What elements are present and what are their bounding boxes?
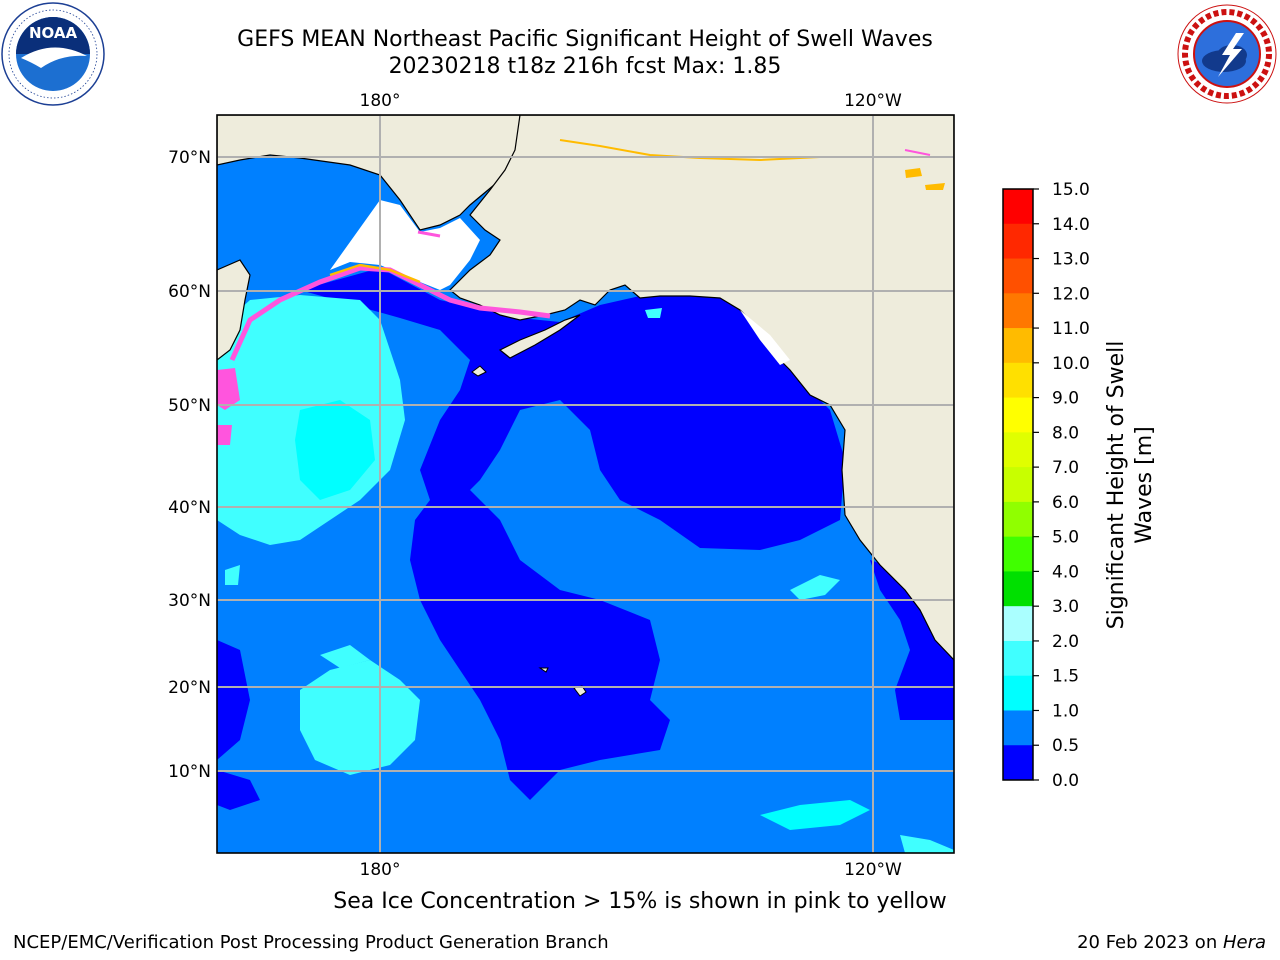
svg-text:NOAA: NOAA: [29, 24, 78, 42]
colorbar-segment: [1003, 223, 1033, 260]
colorbar-tick-label: 13.0: [1052, 250, 1090, 270]
lat-label-70n: 70°N: [168, 148, 211, 168]
lat-label-50n: 50°N: [168, 396, 211, 416]
colorbar-label-line2: Waves [m]: [1132, 426, 1157, 543]
colorbar-tick-label: 0.5: [1052, 736, 1079, 756]
map-subtitle: 20230218 t18z 216h fcst Max: 1.85: [388, 54, 782, 79]
colorbar-label-line1: Significant Height of Swell: [1104, 341, 1129, 630]
sea-ice-region: [330, 200, 480, 290]
colorbar-segment: [1003, 640, 1033, 677]
graticule: [217, 115, 954, 853]
colorbar-segment: [1003, 571, 1033, 607]
colorbar-tick-label: 11.0: [1052, 319, 1090, 339]
noaa-logo-icon: NOAA: [1, 2, 105, 106]
colorbar-tick-label: 5.0: [1052, 528, 1079, 548]
lon-label-bottom-120w: 120°W: [844, 860, 902, 880]
lat-label-10n: 10°N: [168, 762, 211, 782]
lat-label-20n: 20°N: [168, 678, 211, 698]
map-title: GEFS MEAN Northeast Pacific Significant …: [237, 27, 933, 52]
colorbar-segment: [1003, 710, 1033, 746]
lat-label-30n: 30°N: [168, 591, 211, 611]
lat-label-40n: 40°N: [168, 498, 211, 518]
lon-label-bottom-180: 180°: [360, 860, 401, 880]
colorbar-tick-label: 12.0: [1052, 284, 1090, 304]
lat-label-60n: 60°N: [168, 282, 211, 302]
lon-label-top-120w: 120°W: [844, 91, 902, 111]
colorbar-segment: [1003, 501, 1033, 538]
low-swell-region-central: [410, 490, 670, 800]
colorbar-frame: [1002, 188, 1034, 781]
colorbar-tick-label: 6.0: [1052, 493, 1079, 513]
colorbar-tick-label: 9.0: [1052, 389, 1079, 409]
lon-label-top-180: 180°: [360, 91, 401, 111]
colorbar-tick-label: 4.0: [1052, 562, 1079, 582]
colorbar-tick-label: 15.0: [1052, 180, 1090, 200]
colorbar-segment: [1003, 432, 1033, 468]
colorbar-segment: [1003, 675, 1033, 711]
footer-host: Hera: [1222, 932, 1266, 953]
footer-date-text: 20 Feb 2023 on: [1077, 932, 1223, 953]
colorbar-segment: [1003, 258, 1033, 294]
colorbar-tick-label: 10.0: [1052, 354, 1090, 374]
colorbar-segment: [1003, 745, 1033, 781]
colorbar-tick-label: 3.0: [1052, 597, 1079, 617]
colorbar-tick-label: 2.0: [1052, 632, 1079, 652]
colorbar-segment: [1003, 397, 1033, 433]
colorbar-segment: [1003, 293, 1033, 329]
colorbar: 15.0 14.0 13.0 12.0 11.0 10.0 9.0 8.0 7.0 6.0 5.0 4…: [1002, 180, 1090, 791]
colorbar-segment: [1003, 606, 1033, 642]
colorbar-tick-label: 8.0: [1052, 423, 1079, 443]
colorbar-segment: [1003, 362, 1033, 399]
map-frame: [216, 114, 955, 854]
colorbar-tick-label: 14.0: [1052, 215, 1090, 235]
colorbar-segment: [1003, 328, 1033, 364]
sea-ice-caption: Sea Ice Concentration > 15% is shown in …: [333, 889, 947, 914]
land-north-america: [449, 115, 954, 661]
colorbar-segment: [1003, 536, 1033, 572]
colorbar-segment: [1003, 467, 1033, 503]
colorbar-segment: [1003, 189, 1033, 225]
colorbar-tick-label: 1.0: [1052, 701, 1079, 721]
footer-date: 20 Feb 2023 on Hera: [1077, 932, 1266, 953]
colorbar-tick-label: 7.0: [1052, 458, 1079, 478]
footer-credit: NCEP/EMC/Verification Post Processing Pr…: [13, 932, 609, 953]
moderate-swell-region-southwest: [300, 660, 420, 775]
map-area: [217, 115, 954, 853]
low-swell-region-north: [300, 268, 845, 550]
nws-logo-icon: [1177, 4, 1277, 104]
colorbar-tick-label: 1.5: [1052, 667, 1079, 687]
colorbar-tick-label: 0.0: [1052, 771, 1079, 791]
